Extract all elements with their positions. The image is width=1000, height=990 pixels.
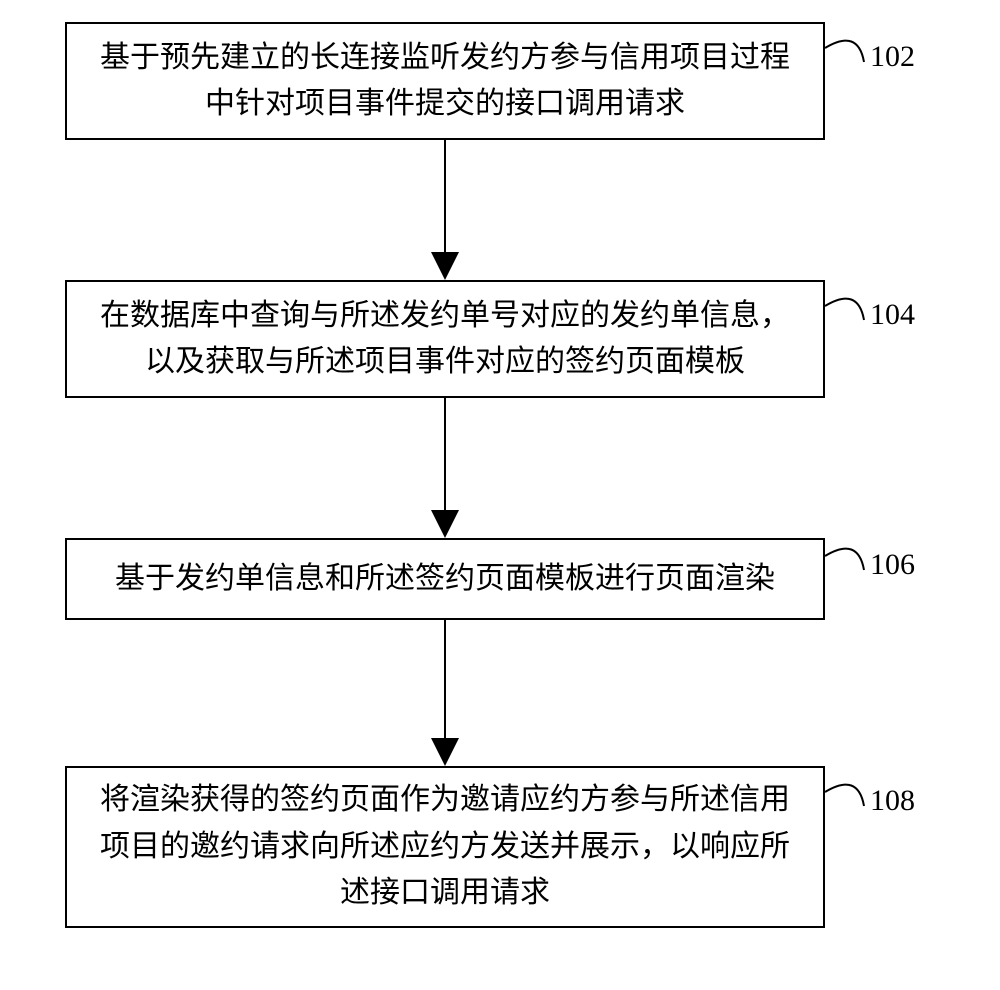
step-text: 基于预先建立的长连接监听发约方参与信用项目过程中针对项目事件提交的接口调用请求 (89, 35, 801, 128)
step-box-106: 基于发约单信息和所述签约页面模板进行页面渲染 (65, 538, 825, 620)
step-label-104: 104 (870, 298, 915, 332)
step-box-102: 基于预先建立的长连接监听发约方参与信用项目过程中针对项目事件提交的接口调用请求 (65, 22, 825, 140)
step-box-108: 将渲染获得的签约页面作为邀请应约方参与所述信用项目的邀约请求向所述应约方发送并展… (65, 766, 825, 928)
step-text: 将渲染获得的签约页面作为邀请应约方参与所述信用项目的邀约请求向所述应约方发送并展… (89, 777, 801, 917)
flowchart-canvas: 基于预先建立的长连接监听发约方参与信用项目过程中针对项目事件提交的接口调用请求 … (0, 0, 1000, 990)
step-label-106: 106 (870, 548, 915, 582)
step-text: 基于发约单信息和所述签约页面模板进行页面渲染 (115, 556, 775, 603)
step-text: 在数据库中查询与所述发约单号对应的发约单信息，以及获取与所述项目事件对应的签约页… (89, 293, 801, 386)
step-label-108: 108 (870, 784, 915, 818)
step-box-104: 在数据库中查询与所述发约单号对应的发约单信息，以及获取与所述项目事件对应的签约页… (65, 280, 825, 398)
step-label-102: 102 (870, 40, 915, 74)
